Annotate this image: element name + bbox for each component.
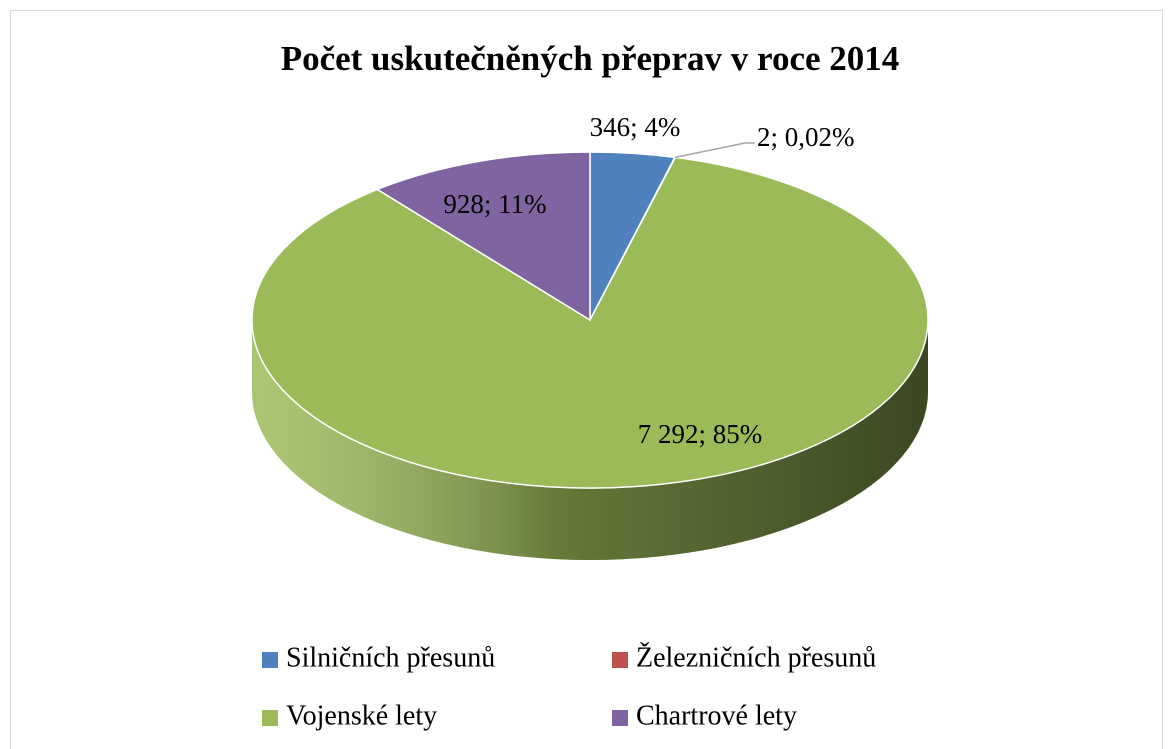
legend-swatch: [262, 710, 278, 726]
legend-label: Vojenské lety: [286, 700, 437, 731]
legend-swatch: [612, 710, 628, 726]
legend-swatch: [612, 652, 628, 668]
pie-slice: [251, 156, 929, 489]
pie-side-shade: [252, 320, 928, 560]
pie-slice: [375, 151, 591, 322]
data-label: 928; 11%: [443, 189, 546, 219]
legend-label: Silničních přesunů: [286, 642, 495, 673]
chart-title: Počet uskutečněných přeprav v roce 2014: [281, 39, 900, 78]
legend-label: Chartrové lety: [636, 700, 797, 731]
leader-line: [674, 142, 755, 159]
data-label: 346; 4%: [590, 112, 681, 142]
data-label: 2; 0,02%: [757, 122, 855, 152]
data-label: 7 292; 85%: [638, 419, 763, 449]
legend-swatch: [262, 652, 278, 668]
legend-label: Železničních přesunů: [636, 642, 876, 673]
